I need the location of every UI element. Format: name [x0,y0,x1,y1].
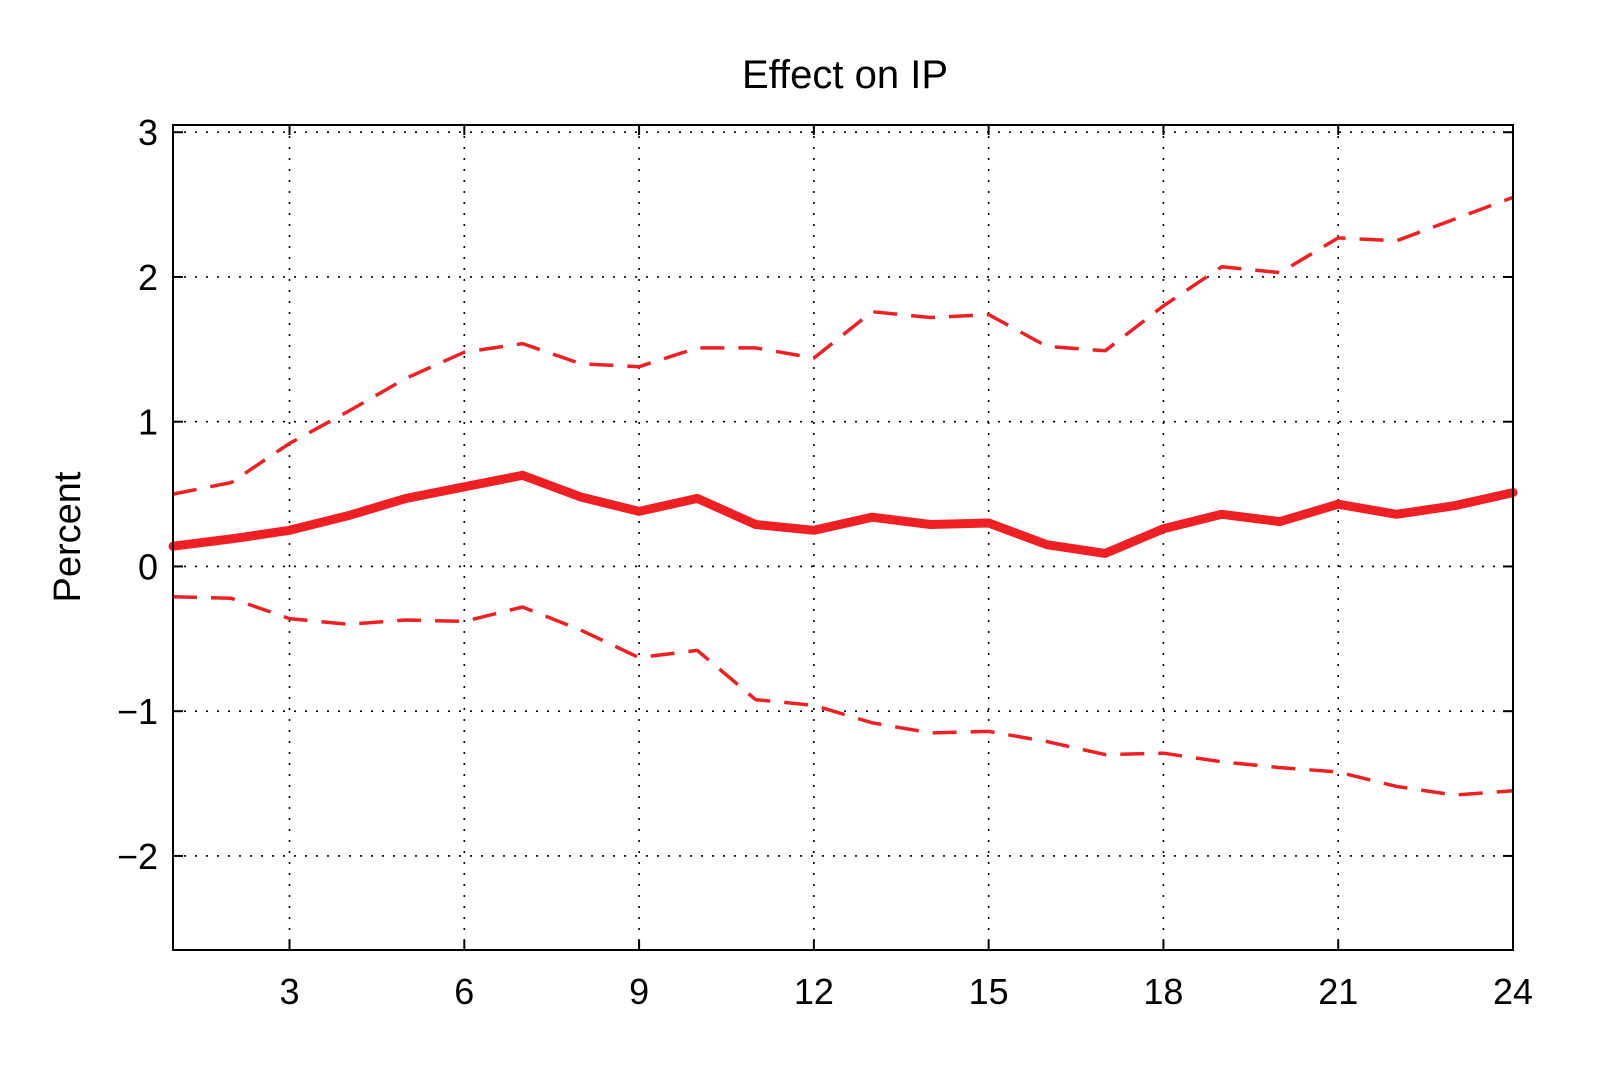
y-axis-label: Percent [47,471,89,602]
x-tick-label: 24 [1493,971,1533,1012]
x-tick-label: 15 [969,971,1009,1012]
x-tick-label: 3 [280,971,300,1012]
x-tick-label: 6 [454,971,474,1012]
x-tick-label: 21 [1318,971,1358,1012]
y-tick-label: 3 [138,112,158,153]
plot-frame [172,124,1514,951]
series-line-lower-band [172,595,1514,797]
axis-ticks [173,125,1514,950]
y-tick-label: 1 [138,402,158,443]
x-tick-label: 18 [1143,971,1183,1012]
y-tick-label: 2 [138,257,158,298]
grid-lines [173,125,1514,950]
y-tick-label: −1 [117,691,158,732]
data-series [168,195,1518,797]
series-line-estimate [168,470,1518,558]
x-tick-label: 9 [629,971,649,1012]
y-tick-label: −2 [117,836,158,877]
chart-title: Effect on IP [742,53,948,97]
y-tick-label: 0 [138,546,158,587]
series-line-upper-band [172,195,1514,496]
x-tick-label: 12 [794,971,834,1012]
